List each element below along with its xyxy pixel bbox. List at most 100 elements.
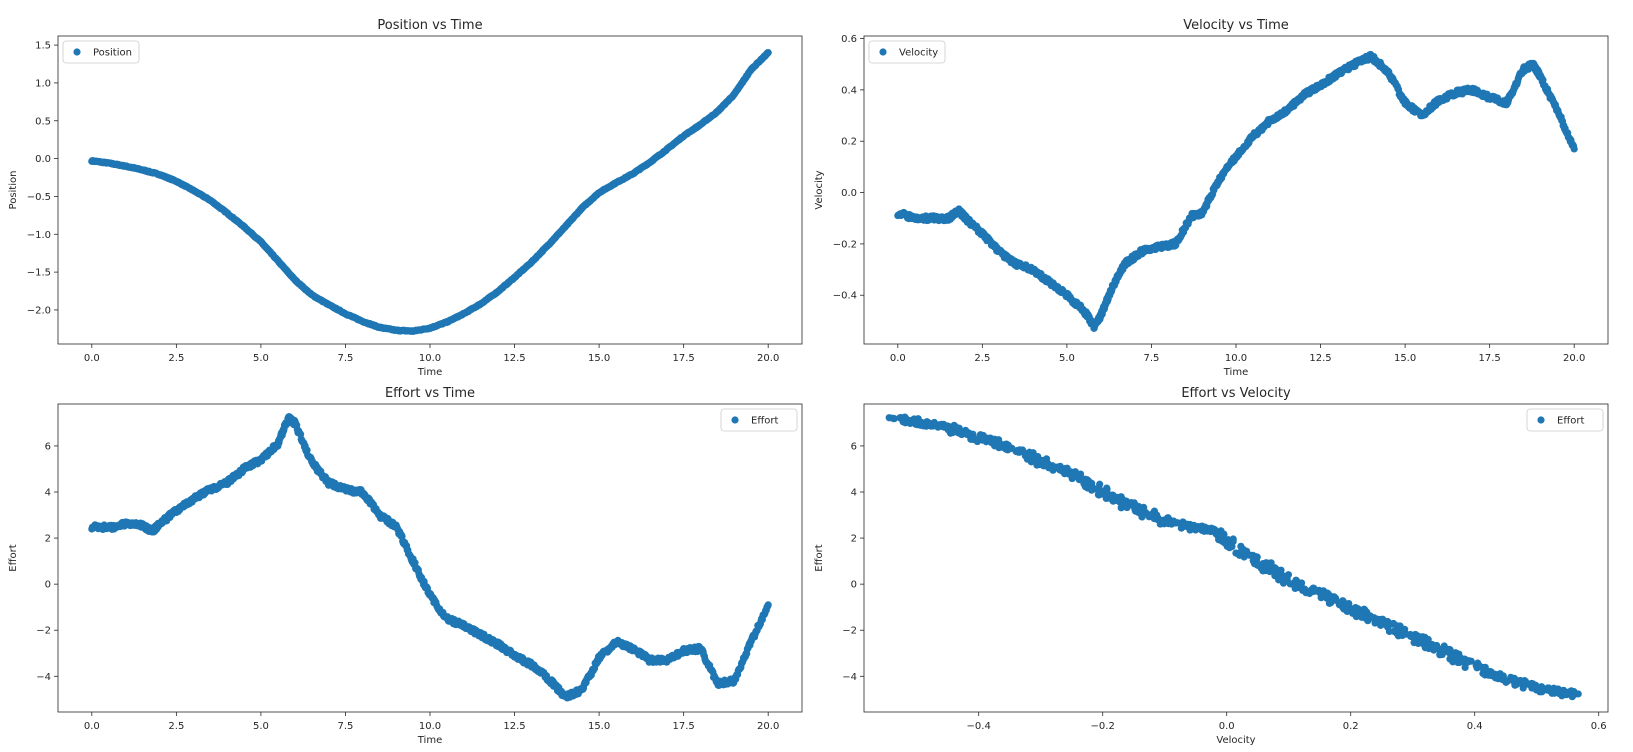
y-tick-label: 0	[45, 580, 51, 591]
data-point	[1327, 599, 1335, 607]
legend-box	[868, 40, 946, 64]
data-point	[906, 417, 914, 425]
y-tick-label: 0.4	[841, 85, 857, 96]
legend: Position	[62, 40, 140, 64]
data-point	[1249, 557, 1257, 565]
x-tick-label: 0.2	[1343, 721, 1359, 732]
x-tick-label: 2.5	[168, 721, 184, 732]
legend-marker	[879, 48, 887, 56]
data-point	[1109, 497, 1117, 505]
x-tick-label: 20.0	[757, 721, 779, 732]
plot-frame	[863, 403, 1609, 713]
data-point	[934, 423, 942, 431]
x-tick-label: 12.5	[503, 721, 525, 732]
legend: Effort	[720, 408, 798, 432]
y-axis-label: Effort	[8, 544, 19, 571]
x-tick-label: 5.0	[253, 353, 269, 364]
data-point	[1371, 619, 1379, 627]
x-tick-label: 5.0	[1059, 353, 1075, 364]
y-tick-label: 4	[851, 488, 857, 499]
data-point	[1398, 631, 1407, 640]
x-tick-label: 20.0	[1563, 353, 1585, 364]
legend-marker	[73, 48, 81, 56]
y-tick-label: 0.6	[841, 34, 857, 45]
data-point	[1240, 553, 1248, 561]
data-point	[1068, 473, 1077, 481]
data-points	[885, 413, 1582, 701]
x-tick-label: 15.0	[588, 721, 610, 732]
data-point	[1570, 145, 1578, 153]
data-point	[1014, 448, 1022, 456]
data-point	[1310, 587, 1318, 596]
legend-marker	[1537, 416, 1545, 424]
data-point	[1215, 536, 1223, 544]
data-point	[1430, 645, 1439, 653]
y-tick-label: 4	[45, 488, 51, 499]
data-point	[1438, 650, 1446, 659]
y-tick-label: 6	[851, 441, 857, 452]
legend-label: Effort	[1557, 416, 1584, 427]
data-point	[1191, 525, 1199, 533]
data-points	[88, 49, 772, 335]
plot-frame	[57, 35, 803, 345]
data-point	[1414, 639, 1422, 648]
plot-frame	[57, 403, 803, 713]
x-tick-label: 10.0	[419, 721, 441, 732]
data-point	[1487, 671, 1496, 679]
y-tick-label: −0.2	[833, 239, 857, 250]
data-point	[1519, 684, 1527, 692]
chart-effort-vs-time: Effort vs Time Time Effort 0.0 2.5 5.0 7.5 10.0…	[8, 386, 803, 746]
chart-position-vs-time: Position vs Time Time Position 0.0 2.5 5.0 7.5…	[8, 18, 803, 378]
x-tick-label: 0.0	[84, 353, 100, 364]
chart-title: Velocity vs Time	[1183, 18, 1289, 33]
x-tick-label: −0.4	[967, 721, 991, 732]
data-point	[888, 414, 897, 422]
data-point	[1461, 658, 1469, 666]
legend-box	[1526, 408, 1604, 432]
x-tick-label: 7.5	[338, 721, 354, 732]
data-point	[1279, 579, 1288, 587]
x-tick-label: 17.5	[1479, 353, 1501, 364]
x-tick-label: 17.5	[673, 353, 695, 364]
x-tick-label: 20.0	[757, 353, 779, 364]
y-tick-label: 2	[45, 534, 51, 545]
data-point	[958, 430, 966, 439]
chart-velocity-vs-time: Velocity vs Time Time Velocity 0.0 2.5 5.0 7.5…	[814, 18, 1609, 378]
y-tick-label: −2	[36, 626, 51, 637]
x-tick-label: 12.5	[1309, 353, 1331, 364]
x-tick-label: 17.5	[673, 721, 695, 732]
y-tick-label: 0.5	[35, 116, 51, 127]
x-tick-label: 0.6	[1591, 721, 1607, 732]
x-tick-label: 2.5	[974, 353, 990, 364]
x-tick-label: −0.2	[1091, 721, 1115, 732]
y-axis-label: Position	[8, 171, 19, 210]
data-point	[1570, 691, 1578, 699]
data-point	[1364, 617, 1372, 625]
y-tick-label: 0.2	[841, 137, 857, 148]
data-point	[411, 559, 419, 567]
data-points	[894, 50, 1578, 332]
y-tick-label: 0.0	[35, 154, 51, 165]
data-point	[1200, 527, 1208, 535]
x-axis-label: Time	[417, 367, 442, 378]
y-tick-label: −1.5	[27, 268, 51, 279]
data-point	[1502, 678, 1510, 686]
data-point	[1049, 466, 1058, 474]
y-tick-label: −0.5	[27, 192, 51, 203]
y-axis-label: Velocity	[814, 170, 825, 209]
y-tick-label: −2.0	[27, 305, 51, 316]
x-axis-label: Time	[417, 735, 442, 746]
x-tick-label: 10.0	[419, 353, 441, 364]
x-tick-label: 12.5	[503, 353, 525, 364]
x-tick-label: 5.0	[253, 721, 269, 732]
data-point	[1138, 513, 1146, 521]
y-tick-label: 6	[45, 441, 51, 452]
chart-title: Effort vs Time	[385, 386, 475, 401]
legend: Effort	[1526, 408, 1604, 432]
y-tick-label: −4	[36, 672, 51, 683]
y-tick-label: −4	[842, 672, 857, 683]
x-axis-label: Time	[1223, 367, 1248, 378]
data-point	[1021, 452, 1029, 460]
data-points	[88, 413, 772, 702]
x-axis-label: Velocity	[1216, 735, 1255, 746]
